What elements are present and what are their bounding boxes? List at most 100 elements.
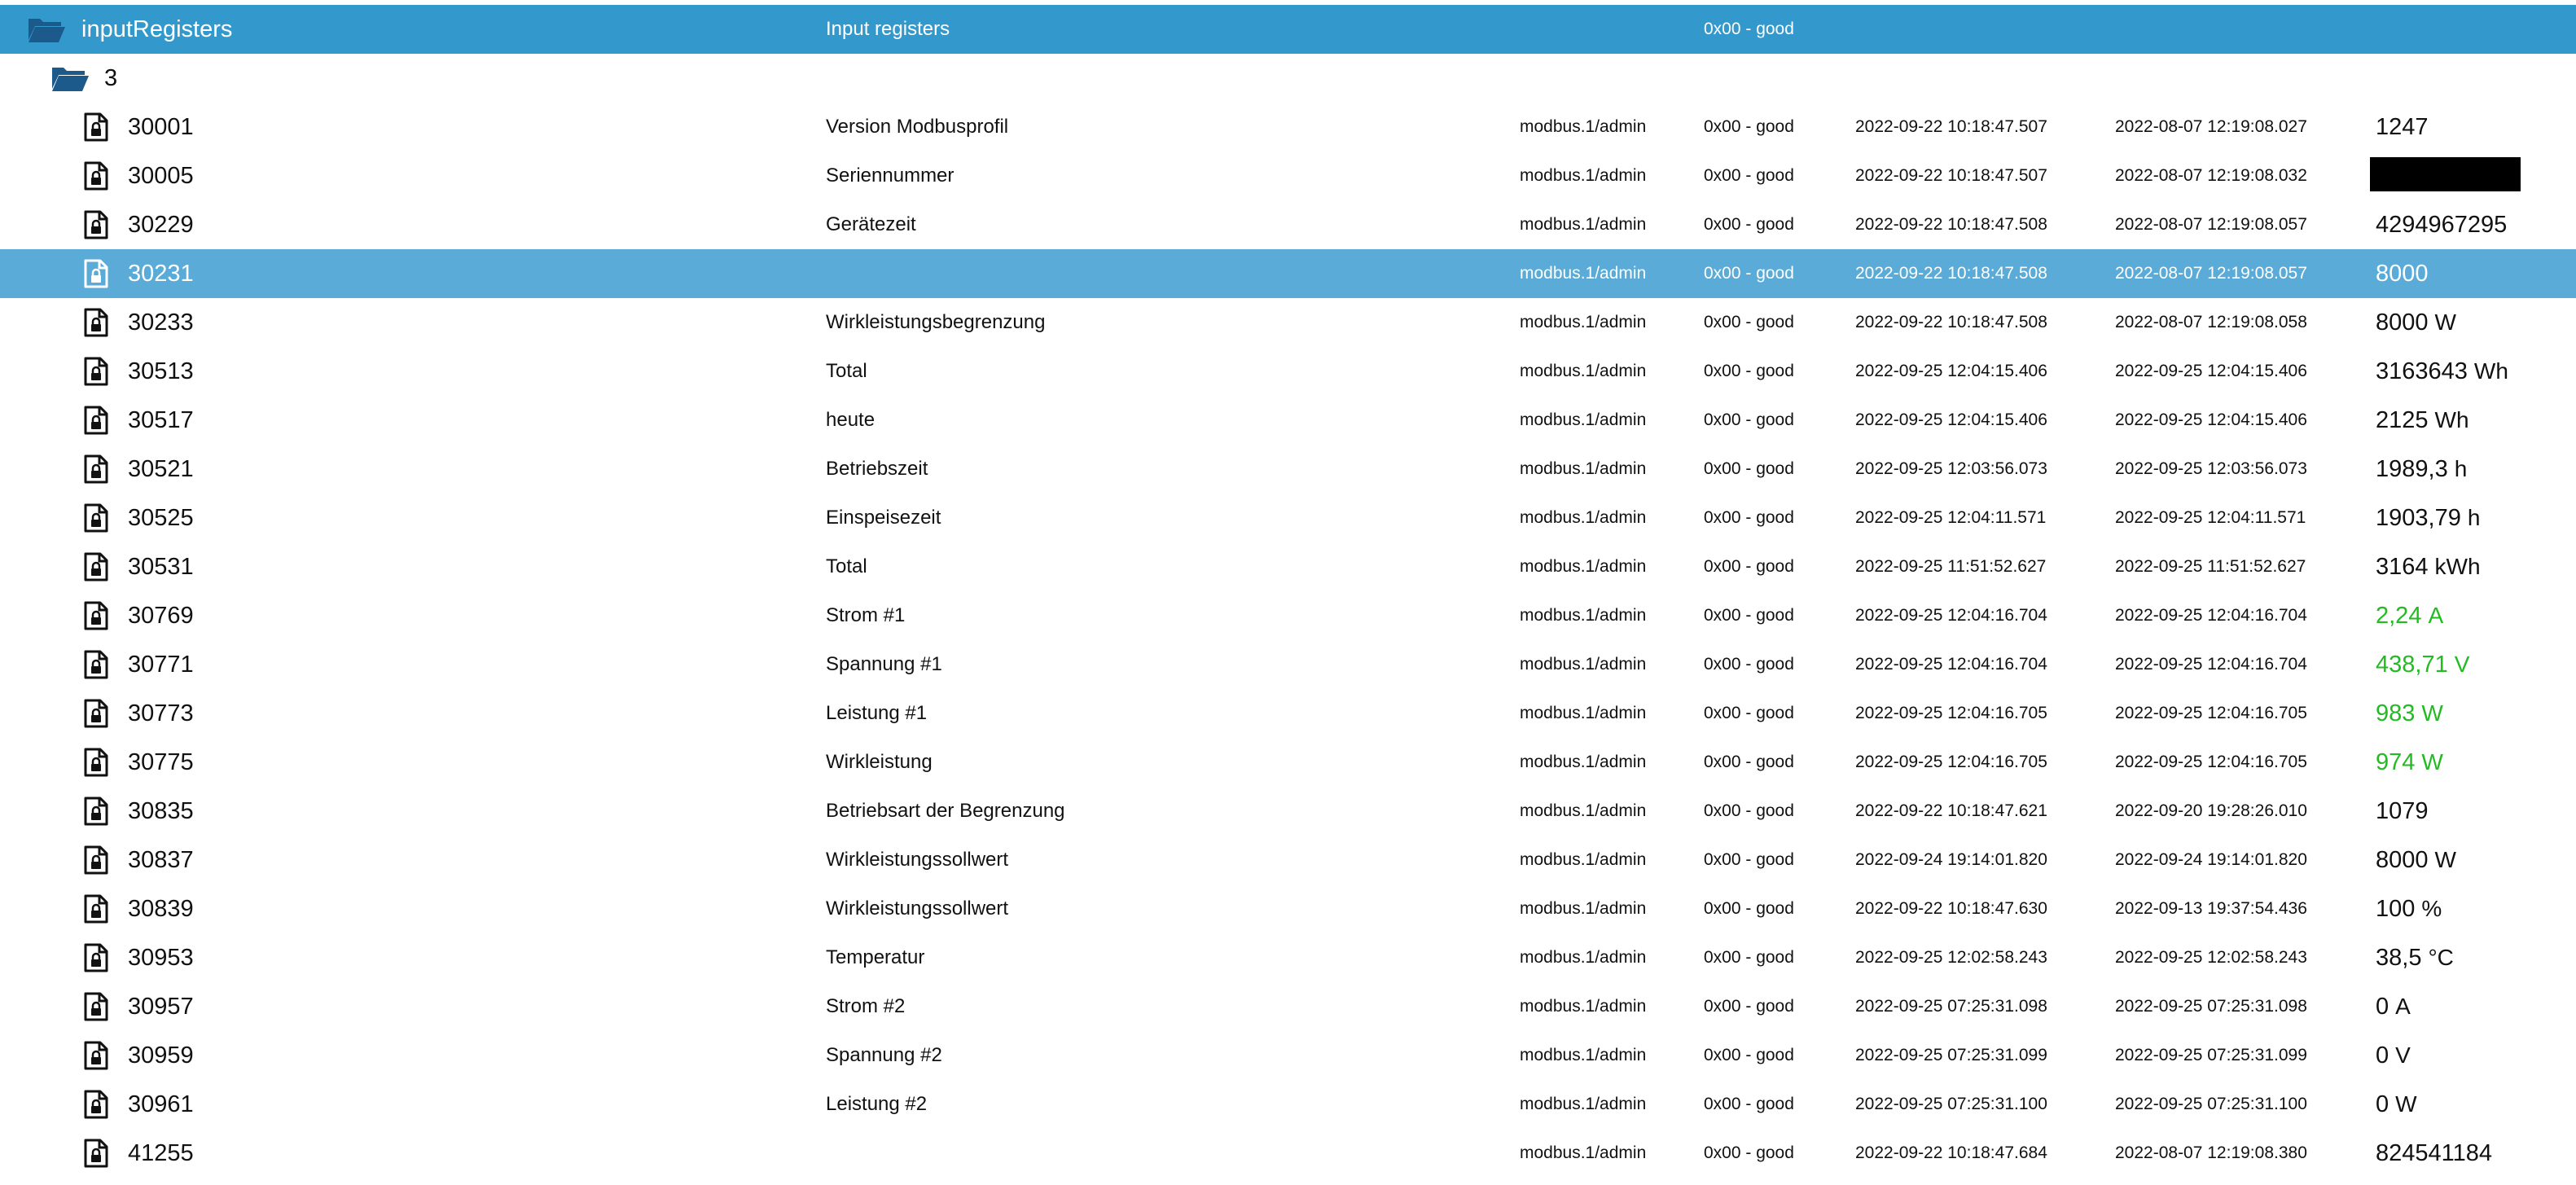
locked-file-icon	[84, 1080, 108, 1129]
register-user: modbus.1/admin	[1520, 1143, 1647, 1162]
register-status: 0x00 - good	[1704, 264, 1794, 283]
register-id: 30531	[128, 554, 194, 580]
register-last-change: 2022-09-25 07:25:31.098	[2115, 997, 2307, 1016]
value-unit: A	[2395, 994, 2411, 1019]
register-last-change: 2022-09-25 11:51:52.627	[2115, 557, 2306, 576]
table-row[interactable]: 30959 Spannung #2 modbus.1/admin 0x00 - goo…	[0, 1031, 2576, 1080]
table-row[interactable]: 30773 Leistung #1 modbus.1/admin 0x00 - goo…	[0, 689, 2576, 738]
locked-file-icon	[84, 151, 108, 200]
register-value: 1903,79 h	[2376, 494, 2480, 542]
tree-row-input-registers[interactable]: inputRegisters Input registers 0x00 - go…	[0, 5, 2576, 54]
register-user: modbus.1/admin	[1520, 1046, 1647, 1064]
value-number: 983	[2376, 700, 2416, 726]
register-value: 1079	[2376, 787, 2429, 836]
register-timestamp: 2022-09-22 10:18:47.507	[1855, 117, 2047, 136]
register-description: Einspeisezeit	[826, 507, 941, 529]
table-row[interactable]: 30961 Leistung #2 modbus.1/admin 0x00 - goo…	[0, 1080, 2576, 1129]
register-value: 3163643 Wh	[2376, 347, 2508, 396]
table-row[interactable]: 30525 Einspeisezeit modbus.1/admin 0x00 - g…	[0, 494, 2576, 542]
table-row[interactable]: 30957 Strom #2 modbus.1/admin 0x00 - good 20…	[0, 982, 2576, 1031]
register-status: 0x00 - good	[1704, 753, 1794, 771]
register-status: 0x00 - good	[1704, 606, 1794, 625]
register-timestamp: 2022-09-25 12:03:56.073	[1855, 459, 2047, 478]
register-last-change: 2022-09-25 07:25:31.100	[2115, 1095, 2307, 1113]
table-row[interactable]: 30769 Strom #1 modbus.1/admin 0x00 - good 20…	[0, 591, 2576, 640]
register-last-change: 2022-09-25 12:02:58.243	[2115, 948, 2307, 967]
value-unit: kWh	[2434, 554, 2481, 579]
register-status: 0x00 - good	[1704, 215, 1794, 234]
register-value: 1247	[2376, 103, 2429, 151]
table-row[interactable]: 30517 heute modbus.1/admin 0x00 - good 2022-…	[0, 396, 2576, 445]
register-value: 1989,3 h	[2376, 445, 2467, 494]
locked-file-icon	[84, 982, 108, 1031]
register-last-change: 2022-09-25 12:04:16.705	[2115, 704, 2307, 722]
register-status: 0x00 - good	[1704, 410, 1794, 429]
table-row[interactable]: 30231 modbus.1/admin 0x00 - good 2022-09-22…	[0, 249, 2576, 298]
locked-file-icon	[84, 103, 108, 151]
table-row[interactable]: 30839 Wirkleistungssollwert modbus.1/admin…	[0, 884, 2576, 933]
register-id: 30231	[128, 261, 194, 287]
root-folder-status: 0x00 - good	[1704, 20, 1794, 38]
register-id: 30233	[128, 309, 194, 336]
table-row[interactable]: 30953 Temperatur modbus.1/admin 0x00 - good…	[0, 933, 2576, 982]
register-value: 438,71 V	[2376, 640, 2469, 689]
register-description: Version Modbusprofil	[826, 116, 1009, 138]
tree-row-folder-3[interactable]: 3	[0, 54, 2576, 103]
register-timestamp: 2022-09-25 12:02:58.243	[1855, 948, 2047, 967]
register-description: Spannung #1	[826, 653, 942, 675]
register-timestamp: 2022-09-22 10:18:47.684	[1855, 1143, 2047, 1162]
locked-file-icon	[84, 884, 108, 933]
locked-file-icon	[84, 933, 108, 982]
register-description: Seriennummer	[826, 165, 954, 187]
locked-file-icon	[84, 1129, 108, 1178]
register-description: Betriebsart der Begrenzung	[826, 800, 1065, 822]
register-value: 3164 kWh	[2376, 542, 2481, 591]
value-number: 3163643	[2376, 358, 2468, 384]
table-row[interactable]: 30229 Gerätezeit modbus.1/admin 0x00 - good…	[0, 200, 2576, 249]
register-last-change: 2022-09-25 12:04:15.406	[2115, 362, 2307, 380]
table-row[interactable]: 30513 Total modbus.1/admin 0x00 - good 2022-…	[0, 347, 2576, 396]
table-row[interactable]: 30001 Version Modbusprofil modbus.1/admin 0…	[0, 103, 2576, 151]
register-timestamp: 2022-09-22 10:18:47.508	[1855, 215, 2047, 234]
register-value: 8000 W	[2376, 298, 2456, 347]
folder-open-icon[interactable]	[50, 54, 90, 103]
root-folder-description: Input registers	[826, 18, 950, 40]
redacted-value	[2370, 157, 2521, 192]
register-timestamp: 2022-09-22 10:18:47.508	[1855, 313, 2047, 331]
value-unit: W	[2434, 309, 2456, 335]
register-description: Leistung #1	[826, 702, 928, 724]
register-description: Leistung #2	[826, 1093, 928, 1115]
table-row[interactable]: 30233 Wirkleistungsbegrenzung modbus.1/adm…	[0, 298, 2576, 347]
register-user: modbus.1/admin	[1520, 948, 1647, 967]
register-user: modbus.1/admin	[1520, 850, 1647, 869]
register-last-change: 2022-09-25 12:03:56.073	[2115, 459, 2307, 478]
register-status: 0x00 - good	[1704, 459, 1794, 478]
register-status: 0x00 - good	[1704, 313, 1794, 331]
table-row[interactable]: 30521 Betriebszeit modbus.1/admin 0x00 - go…	[0, 445, 2576, 494]
register-status: 0x00 - good	[1704, 508, 1794, 527]
register-id: 30001	[128, 114, 194, 140]
register-user: modbus.1/admin	[1520, 166, 1647, 185]
table-row[interactable]: 30005 Seriennummer modbus.1/admin 0x00 - go…	[0, 151, 2576, 200]
register-value: 2,24 A	[2376, 591, 2443, 640]
table-row[interactable]: 30531 Total modbus.1/admin 0x00 - good 2022-…	[0, 542, 2576, 591]
register-last-change: 2022-09-25 12:04:16.705	[2115, 753, 2307, 771]
table-row[interactable]: 30771 Spannung #1 modbus.1/admin 0x00 - goo…	[0, 640, 2576, 689]
value-unit: V	[2395, 1042, 2411, 1068]
register-user: modbus.1/admin	[1520, 313, 1647, 331]
folder-open-icon[interactable]	[27, 5, 66, 54]
value-number: 824541184	[2376, 1140, 2493, 1166]
table-row[interactable]: 41255 modbus.1/admin 0x00 - good 2022-09-22…	[0, 1129, 2576, 1178]
table-row[interactable]: 30835 Betriebsart der Begrenzung modbus.1/…	[0, 787, 2576, 836]
table-row[interactable]: 30837 Wirkleistungssollwert modbus.1/admin…	[0, 836, 2576, 884]
value-unit: W	[2434, 847, 2456, 872]
register-id: 30957	[128, 994, 194, 1020]
locked-file-icon	[84, 249, 108, 298]
register-status: 0x00 - good	[1704, 997, 1794, 1016]
register-timestamp: 2022-09-25 12:04:16.704	[1855, 655, 2047, 674]
locked-file-icon	[84, 445, 108, 494]
table-row[interactable]: 30775 Wirkleistung modbus.1/admin 0x00 - go…	[0, 738, 2576, 787]
register-status: 0x00 - good	[1704, 166, 1794, 185]
register-timestamp: 2022-09-25 07:25:31.099	[1855, 1046, 2047, 1064]
